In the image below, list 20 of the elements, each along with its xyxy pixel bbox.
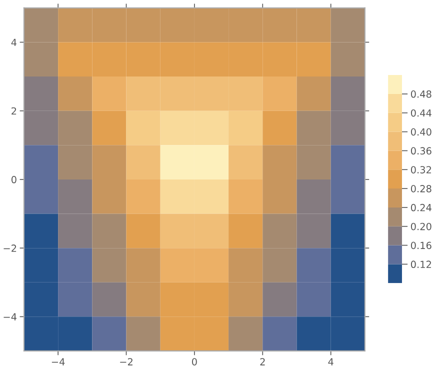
y-tick-label: −2 xyxy=(4,244,16,252)
y-tick-label: 2 xyxy=(12,107,16,115)
color-bar-label: 0.24 xyxy=(410,204,432,212)
color-bar-label: 0.20 xyxy=(410,222,432,230)
y-tick-label: 4 xyxy=(11,38,16,46)
x-tick-label: −4 xyxy=(52,358,65,366)
color-bar-label: 0.48 xyxy=(410,90,432,98)
color-bar-label: 0.36 xyxy=(410,147,432,155)
color-bar-label: 0.16 xyxy=(410,242,432,250)
color-bar-label: 0.32 xyxy=(410,166,431,174)
color-bar-label: 0.40 xyxy=(410,128,432,136)
x-tick-label: 0 xyxy=(192,358,197,366)
x-tick-label: 4 xyxy=(328,358,334,366)
color-bar-label: 0.12 xyxy=(410,260,431,268)
x-tick-label: −2 xyxy=(120,358,132,366)
color-bar-label: 0.28 xyxy=(410,185,432,192)
x-tick-label: 2 xyxy=(260,358,265,366)
y-tick-label: −4 xyxy=(4,313,16,320)
y-tick-label: 0 xyxy=(11,176,16,184)
color-bar-label: 0.44 xyxy=(410,109,432,117)
